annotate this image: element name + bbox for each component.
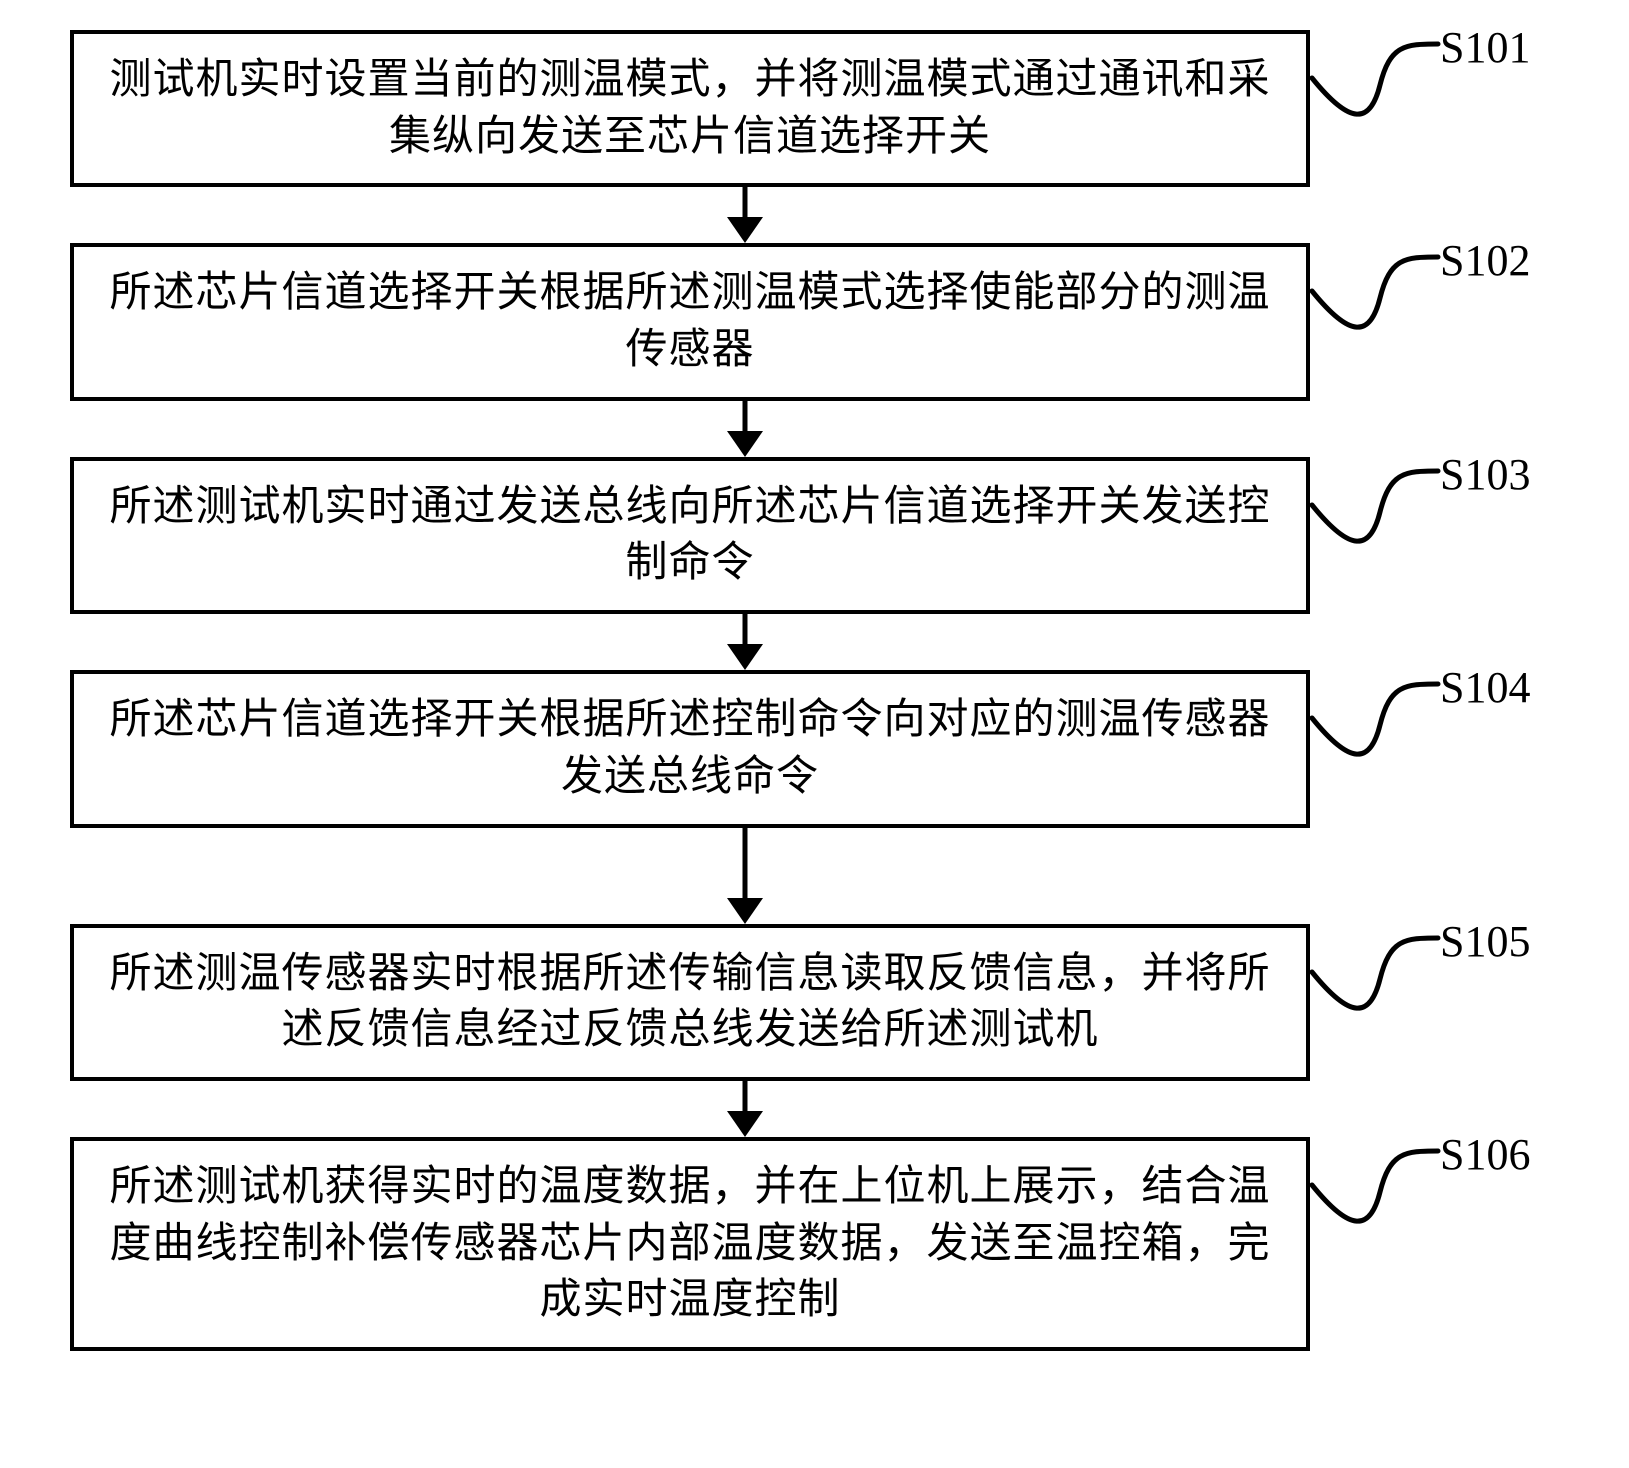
step-id-label: S103 (1440, 449, 1530, 500)
flow-step: 所述测试机实时通过发送总线向所述芯片信道选择开关发送控制命令S103 (70, 457, 1420, 614)
label-leader-icon (1310, 457, 1450, 547)
flow-arrow (125, 1081, 1365, 1137)
step-id-label: S101 (1440, 22, 1530, 73)
step-label-wrap: S102 (1310, 243, 1570, 400)
flowchart-container: 测试机实时设置当前的测温模式，并将测温模式通过通讯和采集纵向发送至芯片信道选择开… (70, 30, 1420, 1351)
step-id-label: S105 (1440, 916, 1530, 967)
step-id-label: S104 (1440, 662, 1530, 713)
flow-step: 所述测试机获得实时的温度数据，并在上位机上展示，结合温度曲线控制补偿传感器芯片内… (70, 1137, 1420, 1351)
flow-arrow (125, 614, 1365, 670)
flow-step: 测试机实时设置当前的测温模式，并将测温模式通过通讯和采集纵向发送至芯片信道选择开… (70, 30, 1420, 187)
label-leader-icon (1310, 924, 1450, 1014)
arrow-down-icon (715, 401, 775, 457)
flow-arrow (125, 401, 1365, 457)
step-box: 所述芯片信道选择开关根据所述测温模式选择使能部分的测温传感器 (70, 243, 1310, 400)
step-box: 所述测试机实时通过发送总线向所述芯片信道选择开关发送控制命令 (70, 457, 1310, 614)
flow-step: 所述芯片信道选择开关根据所述控制命令向对应的测温传感器发送总线命令S104 (70, 670, 1420, 827)
flow-step: 所述芯片信道选择开关根据所述测温模式选择使能部分的测温传感器S102 (70, 243, 1420, 400)
label-leader-icon (1310, 30, 1450, 120)
flow-arrow (125, 187, 1365, 243)
label-leader-icon (1310, 1137, 1450, 1227)
step-box: 所述芯片信道选择开关根据所述控制命令向对应的测温传感器发送总线命令 (70, 670, 1310, 827)
arrow-down-icon (715, 187, 775, 243)
step-label-wrap: S104 (1310, 670, 1570, 827)
arrow-down-icon (715, 1081, 775, 1137)
flow-step: 所述测温传感器实时根据所述传输信息读取反馈信息，并将所述反馈信息经过反馈总线发送… (70, 924, 1420, 1081)
step-box: 所述测试机获得实时的温度数据，并在上位机上展示，结合温度曲线控制补偿传感器芯片内… (70, 1137, 1310, 1351)
step-id-label: S102 (1440, 235, 1530, 286)
step-label-wrap: S101 (1310, 30, 1570, 187)
arrow-down-icon (715, 614, 775, 670)
label-leader-icon (1310, 243, 1450, 333)
step-label-wrap: S103 (1310, 457, 1570, 614)
step-id-label: S106 (1440, 1129, 1530, 1180)
step-label-wrap: S106 (1310, 1137, 1570, 1351)
label-leader-icon (1310, 670, 1450, 760)
flow-arrow (125, 828, 1365, 924)
step-box: 所述测温传感器实时根据所述传输信息读取反馈信息，并将所述反馈信息经过反馈总线发送… (70, 924, 1310, 1081)
step-label-wrap: S105 (1310, 924, 1570, 1081)
step-box: 测试机实时设置当前的测温模式，并将测温模式通过通讯和采集纵向发送至芯片信道选择开… (70, 30, 1310, 187)
arrow-down-icon (715, 828, 775, 924)
